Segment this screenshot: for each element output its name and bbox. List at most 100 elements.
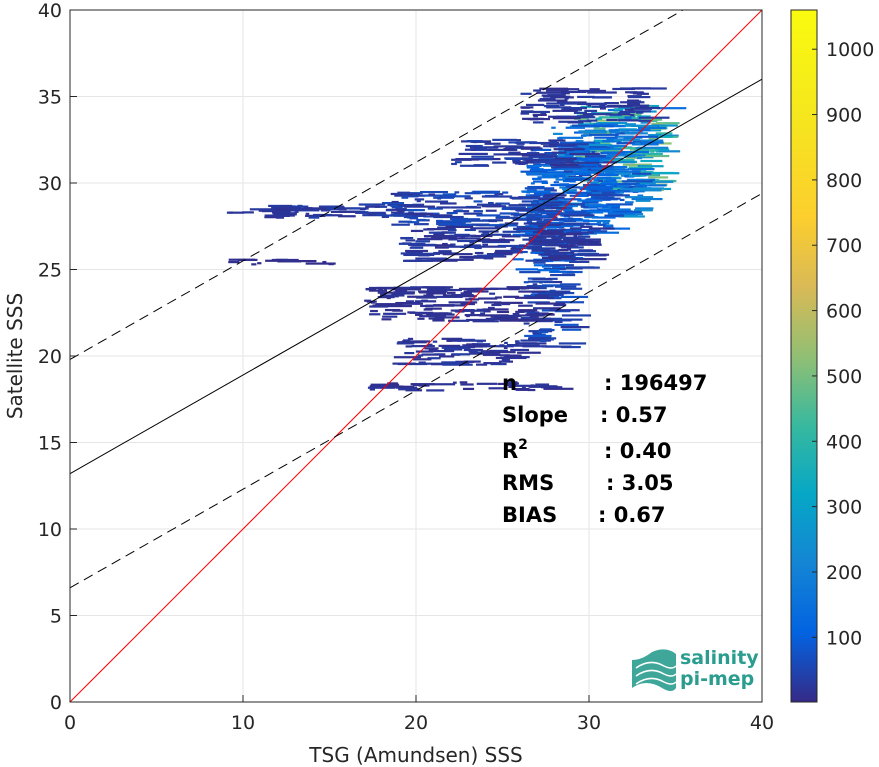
- density-cell: [605, 203, 633, 206]
- density-cell: [563, 209, 575, 212]
- density-cell: [433, 196, 455, 199]
- density-cell: [442, 193, 457, 196]
- density-cell: [577, 235, 591, 238]
- density-cell: [532, 121, 544, 124]
- density-cell: [398, 220, 412, 223]
- density-cell: [365, 205, 380, 208]
- density-cell: [488, 351, 516, 354]
- density-cell: [518, 203, 547, 206]
- density-cell: [545, 259, 554, 263]
- density-cell: [539, 87, 569, 90]
- density-cell: [543, 319, 572, 322]
- stat-label: R2: [502, 437, 528, 463]
- density-cell: [593, 123, 618, 126]
- density-cell: [542, 231, 563, 235]
- density-cell: [562, 106, 588, 110]
- density-cell: [502, 206, 526, 209]
- density-cell: [511, 384, 535, 387]
- density-cell: [395, 289, 408, 293]
- density-cell: [387, 382, 398, 385]
- density-cell: [458, 237, 481, 240]
- density-cell: [654, 148, 670, 151]
- density-cell: [532, 235, 556, 238]
- density-cell: [516, 139, 522, 142]
- density-cell: [566, 231, 594, 234]
- density-cell: [540, 233, 565, 236]
- density-cell: [613, 177, 622, 180]
- density-cell: [510, 213, 533, 216]
- density-cell: [410, 229, 424, 233]
- density-cell: [494, 225, 508, 228]
- density-cell: [417, 354, 424, 357]
- density-cell: [637, 146, 669, 149]
- density-cell: [614, 138, 641, 142]
- density-cell: [559, 183, 570, 186]
- density-cell: [535, 215, 549, 218]
- density-cell: [644, 180, 674, 183]
- density-cell: [523, 294, 530, 297]
- density-cell: [531, 147, 543, 150]
- density-cell: [442, 220, 472, 223]
- density-cell: [450, 339, 455, 342]
- density-cell: [573, 145, 590, 148]
- density-cell: [530, 293, 536, 297]
- density-cell: [527, 185, 545, 189]
- density-cell: [542, 223, 561, 227]
- density-cell: [541, 386, 563, 389]
- density-cell: [549, 338, 554, 341]
- y-axis-label: Satellite SSS: [3, 293, 27, 419]
- density-cell: [582, 184, 607, 187]
- density-cell: [476, 203, 500, 206]
- density-cell: [592, 96, 612, 99]
- density-cell: [547, 277, 558, 280]
- density-cell: [480, 233, 512, 236]
- line-regression-fit: [69, 78, 763, 475]
- density-cell: [277, 260, 302, 263]
- stat-value: : 196497: [604, 371, 707, 395]
- density-cell: [413, 358, 432, 361]
- density-cell: [537, 99, 568, 102]
- density-cell: [501, 302, 511, 306]
- density-cell: [526, 164, 542, 168]
- density-cell: [521, 154, 544, 157]
- density-cell: [587, 124, 614, 128]
- colorbar-tick-label: 700: [826, 235, 862, 257]
- density-cell: [411, 214, 427, 218]
- density-cell: [385, 209, 393, 212]
- density-cell: [478, 297, 498, 300]
- density-cell: [391, 223, 410, 226]
- density-cell: [558, 136, 584, 139]
- density-cell: [525, 159, 541, 162]
- density-cell: [407, 302, 421, 305]
- density-cell: [655, 150, 681, 153]
- density-cell: [592, 196, 609, 199]
- density-cell: [496, 310, 510, 314]
- density-cell: [543, 267, 566, 271]
- density-cell: [303, 207, 327, 210]
- density-cell: [433, 233, 445, 236]
- density-cell: [593, 179, 616, 182]
- density-cell: [484, 142, 501, 145]
- density-cell: [537, 176, 560, 179]
- density-cell: [495, 202, 510, 205]
- density-cell: [420, 304, 434, 308]
- density-cell: [648, 137, 659, 140]
- density-cell: [433, 244, 454, 247]
- salinity-pimep-logo: salinity pi-mep: [632, 647, 759, 691]
- density-cell: [463, 212, 483, 215]
- density-cell: [497, 382, 513, 386]
- density-cell: [403, 195, 419, 198]
- density-cell: [459, 345, 472, 348]
- density-cell: [392, 286, 419, 290]
- density-cell: [460, 383, 474, 386]
- density-cell: [600, 189, 630, 193]
- density-cell: [524, 213, 542, 216]
- density-cell: [526, 216, 558, 219]
- density-cell: [390, 205, 401, 208]
- density-cell: [549, 309, 580, 312]
- density-cell: [541, 284, 563, 287]
- density-cell: [428, 343, 433, 346]
- density-cell: [588, 145, 612, 148]
- density-cell: [539, 97, 556, 101]
- density-cell: [546, 213, 574, 216]
